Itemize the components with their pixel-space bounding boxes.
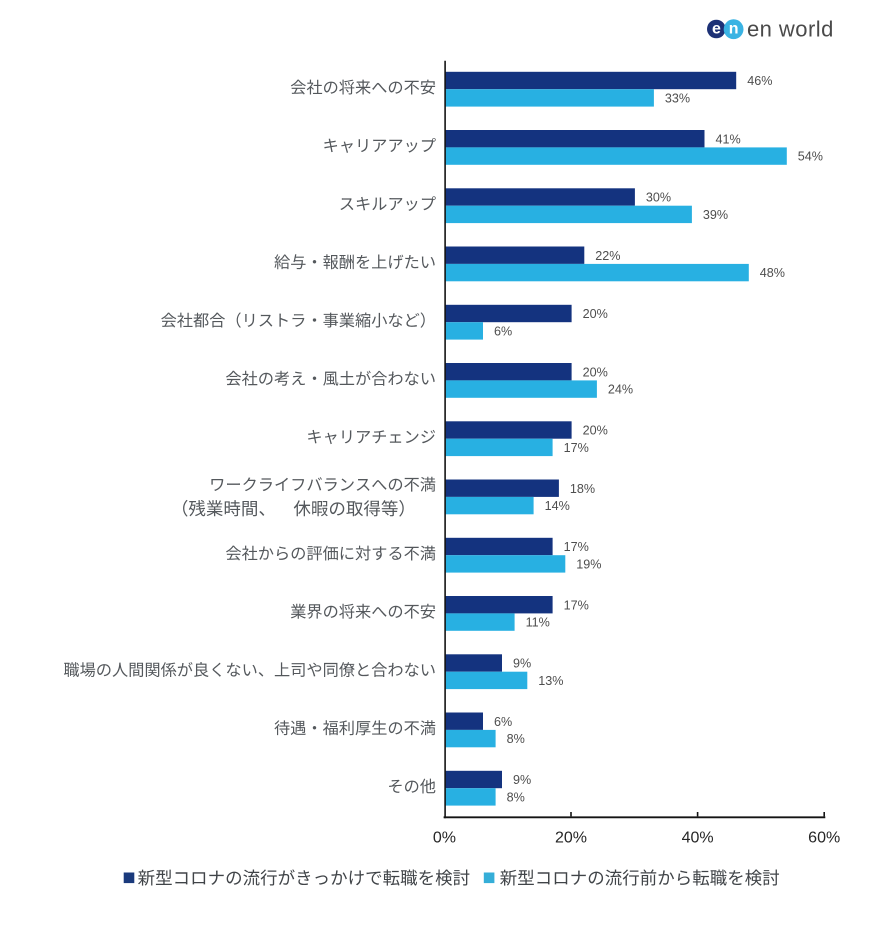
svg-text:33%: 33% bbox=[665, 92, 690, 106]
svg-text:17%: 17% bbox=[564, 540, 589, 554]
svg-text:40%: 40% bbox=[682, 829, 714, 846]
svg-text:30%: 30% bbox=[646, 191, 671, 205]
svg-text:0%: 0% bbox=[433, 829, 456, 846]
svg-text:46%: 46% bbox=[747, 74, 772, 88]
svg-text:6%: 6% bbox=[494, 715, 512, 729]
svg-text:18%: 18% bbox=[570, 482, 595, 496]
svg-text:e: e bbox=[712, 21, 721, 38]
svg-text:9%: 9% bbox=[513, 773, 531, 787]
svg-text:en world: en world bbox=[747, 17, 834, 42]
svg-text:11%: 11% bbox=[526, 616, 550, 630]
svg-text:6%: 6% bbox=[494, 325, 512, 339]
svg-text:20%: 20% bbox=[555, 829, 587, 846]
svg-text:19%: 19% bbox=[576, 558, 601, 572]
svg-text:54%: 54% bbox=[798, 150, 823, 164]
svg-text:20%: 20% bbox=[583, 365, 608, 379]
svg-text:17%: 17% bbox=[564, 598, 589, 612]
svg-text:13%: 13% bbox=[538, 674, 563, 688]
svg-text:60%: 60% bbox=[808, 829, 840, 846]
svg-text:41%: 41% bbox=[716, 132, 741, 146]
svg-text:8%: 8% bbox=[507, 791, 525, 805]
svg-text:n: n bbox=[729, 21, 739, 38]
svg-text:39%: 39% bbox=[703, 208, 728, 222]
svg-text:14%: 14% bbox=[545, 499, 570, 513]
svg-text:8%: 8% bbox=[507, 732, 525, 746]
svg-text:24%: 24% bbox=[608, 383, 633, 397]
svg-text:48%: 48% bbox=[760, 266, 785, 280]
svg-text:20%: 20% bbox=[583, 424, 608, 438]
svg-text:9%: 9% bbox=[513, 657, 531, 671]
svg-text:22%: 22% bbox=[595, 249, 620, 263]
svg-text:20%: 20% bbox=[583, 307, 608, 321]
svg-text:17%: 17% bbox=[564, 441, 589, 455]
